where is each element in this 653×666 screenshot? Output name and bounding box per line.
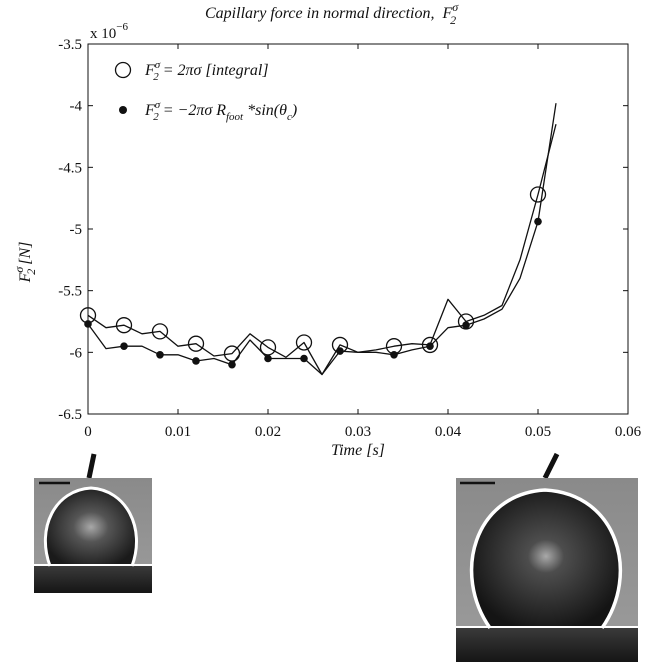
x-axis-label: Time [s] [331, 442, 385, 459]
data-point-foot [156, 351, 164, 359]
x-tick-label: 0.01 [165, 424, 191, 440]
series-line-foot [87, 103, 557, 376]
y-tick-label: -6.5 [58, 407, 82, 423]
data-point-foot [120, 342, 128, 350]
series-markers [79, 186, 547, 369]
data-point-foot [228, 360, 236, 369]
data-point-foot [336, 347, 344, 355]
y-tick-label: -5.5 [58, 284, 82, 300]
data-point-integral [529, 186, 547, 203]
x-tick-label: 0.05 [525, 424, 551, 440]
legend-entry-foot: Fσ 2 = −2πσ Rfoot *sin(θc) [144, 99, 297, 123]
x-tick-label: 0.03 [345, 424, 371, 440]
data-point-integral [295, 334, 313, 351]
y-tick-label: -4 [70, 99, 83, 115]
data-point-foot [426, 342, 434, 350]
plot-area [87, 43, 629, 415]
data-point-integral [187, 335, 205, 352]
x-tick-label: 0 [84, 424, 92, 440]
chart-title: Capillary force in normal direction, Fσ 2 [205, 0, 459, 27]
y-tick-label: -6 [70, 345, 83, 361]
y-axis: -6.5 -6 -5.5 -5 -4.5 -4 -3.5 [58, 37, 628, 423]
data-point-integral [151, 323, 169, 340]
data-point-foot [534, 217, 542, 226]
data-point-foot [192, 357, 200, 365]
legend-entry-integral: Fσ 2 = 2πσ [integral] [144, 59, 269, 83]
data-point-foot [84, 320, 92, 328]
y-tick-label: -3.5 [58, 37, 82, 53]
data-point-foot [264, 354, 272, 363]
droplet-inset-left [34, 478, 152, 593]
data-point-foot [462, 321, 470, 330]
data-point-foot [390, 351, 398, 359]
droplet-inset-right [456, 478, 638, 662]
data-point-foot [300, 354, 308, 363]
y-axis-label: Fσ2 [N] [12, 242, 38, 284]
data-point-integral [421, 336, 439, 354]
y-tick-label: -5 [70, 222, 83, 238]
y-tick-label: -4.5 [58, 160, 82, 176]
pointer-line-right [542, 452, 560, 480]
legend-marker-open-circle [114, 61, 132, 79]
legend: Fσ 2 = 2πσ [integral] Fσ 2 = −2πσ Rfoot *s… [114, 59, 297, 123]
y-exponent-label: x 10−6 [90, 21, 128, 42]
x-tick-label: 0.04 [435, 424, 462, 440]
data-point-integral [115, 317, 133, 334]
x-tick-label: 0.06 [615, 424, 642, 440]
x-tick-label: 0.02 [255, 424, 281, 440]
series-line-integral [87, 124, 557, 376]
legend-marker-filled-dot [119, 106, 127, 114]
series-lines [87, 103, 557, 376]
x-axis: 0 0.01 0.02 0.03 0.04 0.05 0.06 [84, 44, 642, 440]
pointer-line-left [86, 453, 97, 479]
